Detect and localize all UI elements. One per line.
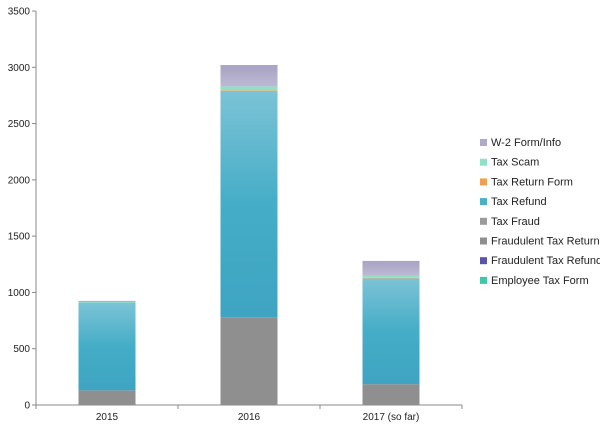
bar-segment-fraudulent-tax-return bbox=[78, 390, 136, 405]
bar-segment-w-2-form-info bbox=[220, 65, 278, 87]
legend-label: Employee Tax Form bbox=[491, 275, 589, 287]
bar-segment-tax-refund bbox=[220, 90, 278, 318]
bar-segment-tax-scam bbox=[78, 301, 136, 303]
legend-swatch bbox=[480, 257, 487, 265]
legend-label: Fraudulent Tax Refund bbox=[491, 255, 600, 267]
y-tick-label: 500 bbox=[13, 344, 30, 355]
bar-segment-w-2-form-info bbox=[78, 300, 136, 302]
legend-swatch bbox=[480, 198, 487, 206]
y-tick-label: 1500 bbox=[8, 232, 31, 243]
bar-segment-fraudulent-tax-return bbox=[220, 317, 278, 405]
x-tick-label: 2016 bbox=[238, 412, 261, 423]
legend-swatch bbox=[480, 178, 487, 186]
bar-segment-w-2-form-info bbox=[362, 260, 420, 276]
x-tick-label: 2015 bbox=[96, 412, 119, 423]
legend: W-2 Form/Info Tax Scam Tax Return Form Tax … bbox=[480, 137, 600, 287]
legend-label: Tax Refund bbox=[491, 196, 547, 208]
bar-segment-tax-return-form bbox=[220, 90, 278, 91]
bar-segment-tax-return-form bbox=[362, 277, 420, 279]
legend-swatch bbox=[480, 158, 487, 166]
bars bbox=[78, 65, 420, 405]
y-tick-label: 3000 bbox=[8, 63, 31, 74]
legend-swatch bbox=[480, 217, 487, 225]
legend-label: Tax Fraud bbox=[491, 216, 540, 228]
bar-segment-tax-refund bbox=[78, 302, 136, 391]
legend-label: Tax Scam bbox=[491, 157, 539, 169]
legend-label: Fraudulent Tax Return bbox=[491, 236, 600, 248]
y-tick-label: 0 bbox=[24, 401, 30, 412]
legend-label: Tax Return Form bbox=[491, 176, 573, 188]
tick-labels: 0 500 1000 1500 2000 2500 3000 3500 2015 2016 2017… bbox=[8, 7, 420, 424]
bar-segment-tax-refund bbox=[362, 278, 420, 385]
y-tick-label: 3500 bbox=[8, 7, 31, 18]
y-tick-label: 2000 bbox=[8, 175, 31, 186]
legend-swatch bbox=[480, 139, 487, 146]
legend-swatch bbox=[480, 276, 487, 284]
bar-segment-fraudulent-tax-return bbox=[362, 384, 420, 405]
legend-label: W-2 Form/Info bbox=[491, 137, 561, 149]
bar-segment-tax-scam bbox=[220, 86, 278, 91]
bar-segment-tax-scam bbox=[362, 275, 420, 278]
x-tick-label: 2017 (so far) bbox=[363, 412, 420, 423]
legend-swatch bbox=[480, 237, 487, 245]
y-tick-label: 1000 bbox=[8, 288, 31, 299]
y-tick-label: 2500 bbox=[8, 119, 31, 130]
